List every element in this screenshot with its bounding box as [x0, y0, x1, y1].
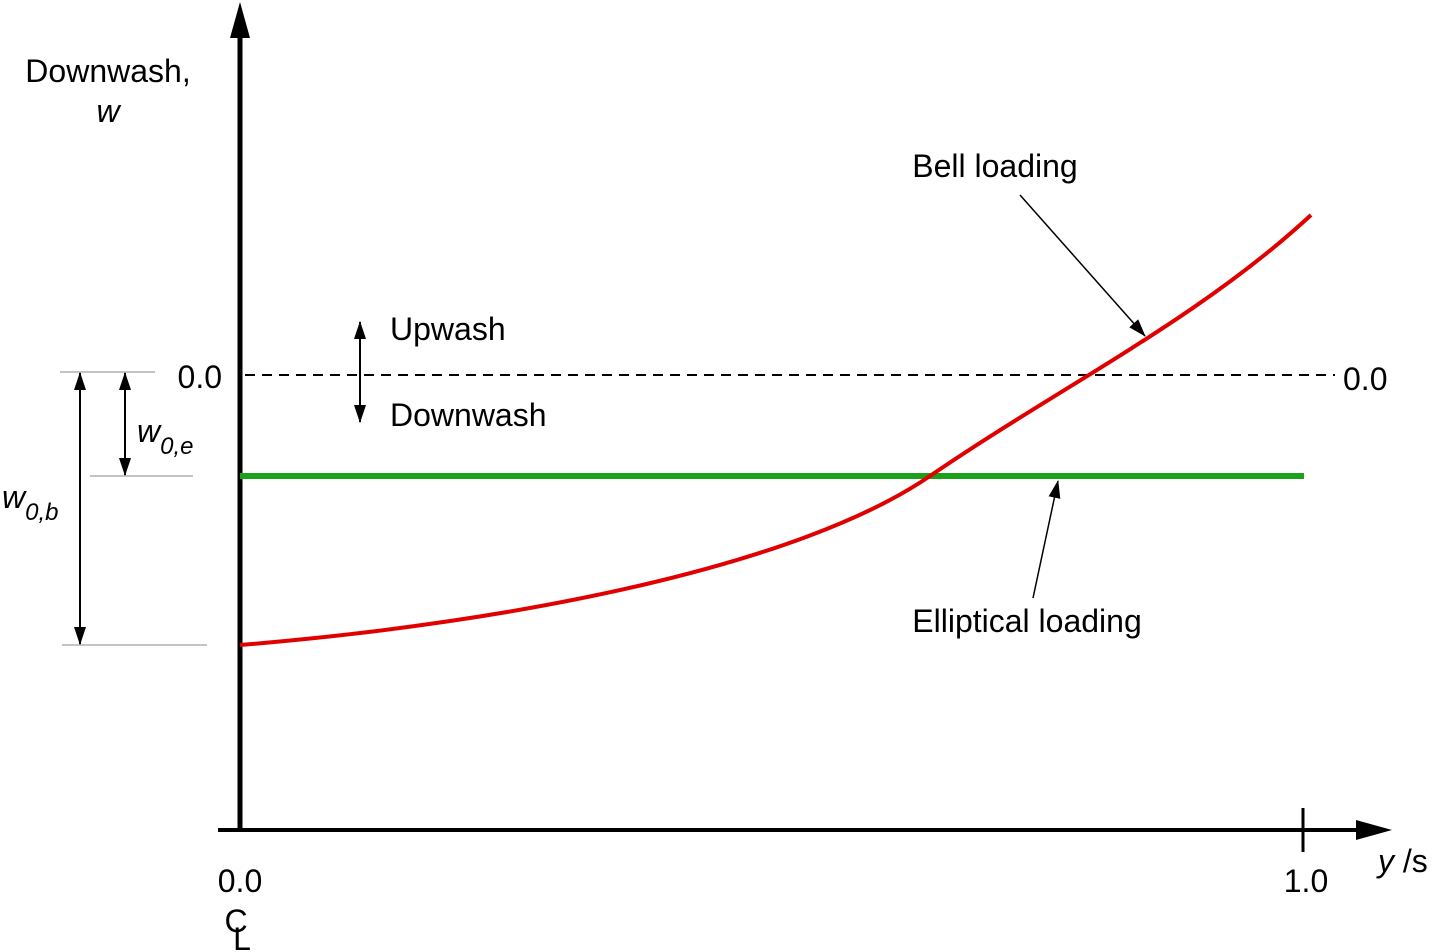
dimension-guides: [60, 371, 207, 646]
upwash-label: Upwash: [390, 311, 506, 347]
y-axis-symbol: w: [96, 93, 121, 129]
x-axis-label: y /s: [1376, 843, 1428, 879]
y-axis-arrow: [230, 2, 250, 38]
elliptical-label: Elliptical loading: [912, 603, 1141, 639]
x-start: 0.0: [218, 863, 262, 899]
bell-leader: [1019, 194, 1146, 337]
downwash-label: Downwash: [390, 397, 547, 433]
centerline-c: C: [224, 903, 247, 939]
label-rest: /s: [1394, 843, 1428, 879]
label-italic: y: [1376, 843, 1396, 879]
symbol: w: [2, 479, 27, 515]
w0e-label: w0,e: [137, 413, 193, 460]
x-end: 1.0: [1284, 863, 1328, 899]
zero-right: 0.0: [1343, 361, 1387, 397]
y-axis-label: Downwash,: [25, 53, 190, 89]
centerline-l: L: [233, 921, 251, 952]
elliptical-leader: [1032, 480, 1061, 599]
subscript: 0,b: [25, 499, 58, 526]
w0b-label: w0,b: [2, 479, 58, 526]
subscript: 0,e: [160, 433, 193, 460]
bell-label: Bell loading: [912, 148, 1077, 184]
x-axis-arrow: [1356, 820, 1392, 840]
symbol: w: [137, 413, 162, 449]
bell-curve: [239, 213, 1313, 647]
zero-left: 0.0: [178, 359, 222, 395]
